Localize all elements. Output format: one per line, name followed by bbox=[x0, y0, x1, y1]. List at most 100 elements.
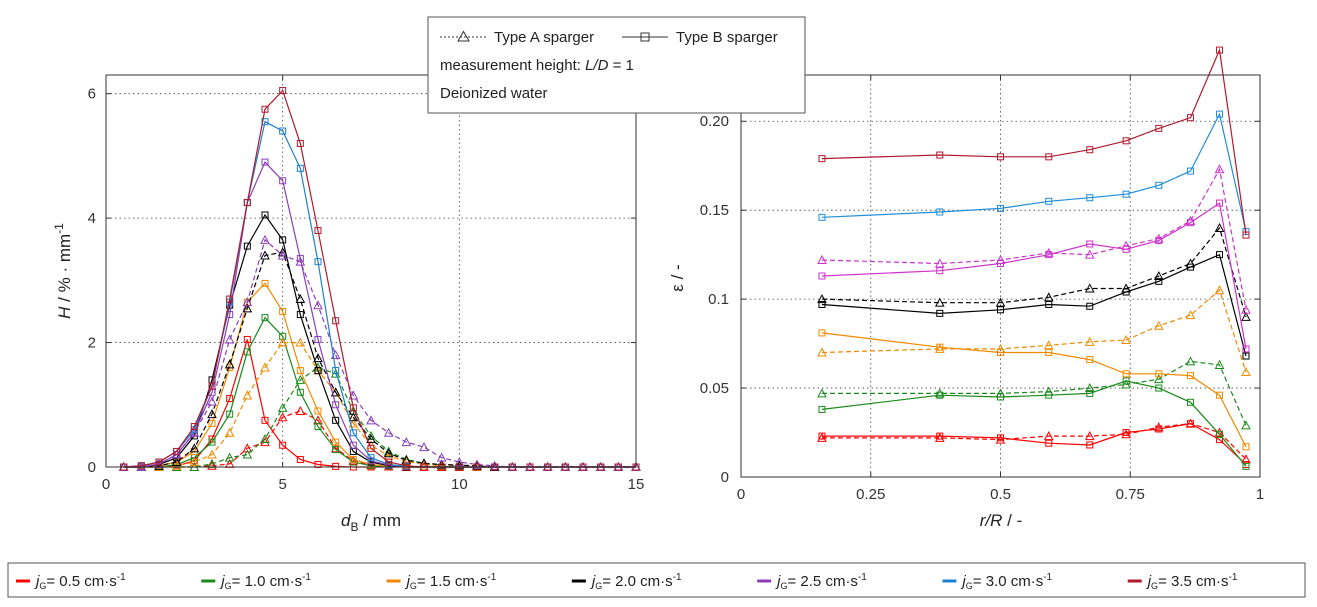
data-point bbox=[995, 343, 1006, 353]
data-point bbox=[224, 427, 235, 437]
data-point bbox=[1121, 334, 1131, 345]
right-chart-gas-holdup: 0 0.25 0.5 0.75 1 0 0.05 0.1 0.15 0.20 r/R / - ε / … bbox=[668, 46, 1264, 530]
data-point bbox=[385, 458, 393, 466]
data-point bbox=[279, 87, 287, 95]
data-point bbox=[226, 395, 234, 403]
data-point bbox=[1086, 240, 1094, 248]
data-point bbox=[436, 452, 447, 462]
y-tick-label: 0 bbox=[721, 469, 729, 486]
data-point bbox=[332, 462, 340, 470]
data-point bbox=[313, 365, 323, 375]
data-point bbox=[436, 460, 447, 470]
data-point bbox=[296, 164, 304, 172]
data-point bbox=[279, 127, 287, 135]
data-point bbox=[242, 303, 253, 313]
data-point bbox=[190, 423, 198, 431]
data-point bbox=[296, 311, 304, 319]
data-point bbox=[279, 236, 287, 244]
data-point bbox=[1155, 277, 1163, 285]
data-point bbox=[1084, 431, 1095, 441]
data-point bbox=[1216, 391, 1224, 399]
data-point bbox=[818, 405, 826, 413]
legend-height-prefix: measurement height: bbox=[440, 57, 585, 74]
legend-item-jg-0: jG= 0.5 cm·s-1 bbox=[16, 572, 126, 591]
legend-item-label: jG= 1.5 cm·s-1 bbox=[405, 572, 497, 591]
data-point bbox=[137, 462, 145, 470]
data-point bbox=[295, 256, 306, 266]
legend-type-b-label: Type B sparger bbox=[676, 29, 778, 46]
data-point bbox=[1241, 420, 1251, 430]
data-point bbox=[207, 409, 217, 419]
data-point bbox=[1121, 429, 1131, 439]
data-point bbox=[314, 407, 322, 415]
legend-bottom-box bbox=[7, 562, 1306, 598]
data-point bbox=[261, 158, 269, 166]
data-point bbox=[1122, 190, 1130, 198]
data-point bbox=[296, 388, 304, 396]
data-point bbox=[1043, 386, 1054, 396]
data-point bbox=[1153, 422, 1164, 432]
data-point bbox=[1043, 292, 1054, 302]
data-point bbox=[332, 367, 340, 375]
data-point bbox=[936, 208, 944, 216]
data-point bbox=[277, 412, 288, 422]
data-point bbox=[934, 388, 945, 398]
data-point bbox=[242, 390, 253, 400]
data-point bbox=[1043, 247, 1054, 257]
y-tick-label: 6 bbox=[88, 86, 96, 103]
data-point bbox=[332, 416, 340, 424]
data-point bbox=[1242, 443, 1250, 451]
data-point bbox=[489, 460, 500, 470]
data-point bbox=[279, 307, 287, 315]
y-tick-label: 0.15 bbox=[700, 202, 729, 219]
data-point bbox=[817, 254, 827, 264]
data-point bbox=[243, 199, 251, 207]
data-point bbox=[1214, 222, 1225, 232]
series-line bbox=[821, 202, 1247, 350]
data-point bbox=[817, 432, 827, 442]
legend-top-box bbox=[427, 16, 806, 114]
data-point bbox=[995, 434, 1006, 444]
data-point bbox=[995, 297, 1006, 307]
data-point bbox=[277, 402, 288, 412]
x-tick-label: 0 bbox=[102, 476, 110, 493]
legend-height-value: = 1 bbox=[608, 57, 633, 74]
data-point bbox=[279, 177, 287, 185]
data-point bbox=[296, 139, 304, 147]
data-point bbox=[1121, 240, 1131, 250]
data-point bbox=[1242, 462, 1250, 470]
right-y-axis-label: ε / - bbox=[668, 264, 687, 291]
data-point bbox=[243, 348, 251, 356]
data-point bbox=[367, 454, 375, 462]
data-point bbox=[173, 447, 181, 455]
data-point bbox=[226, 295, 234, 303]
data-point bbox=[1216, 436, 1224, 444]
data-point bbox=[934, 297, 945, 307]
data-point bbox=[472, 460, 482, 470]
data-point bbox=[314, 367, 322, 375]
data-point bbox=[155, 458, 163, 466]
data-point bbox=[1216, 46, 1224, 54]
data-point bbox=[348, 418, 359, 428]
y-tick-label: 0.05 bbox=[700, 380, 729, 397]
legend-height-text: measurement height: L/D = 1 bbox=[440, 57, 634, 74]
data-point bbox=[224, 452, 235, 462]
data-point bbox=[817, 347, 827, 357]
data-point bbox=[1153, 270, 1164, 280]
data-point bbox=[1186, 167, 1194, 175]
legend-item-label: jG= 3.5 cm·s-1 bbox=[1146, 572, 1238, 591]
data-point bbox=[207, 449, 217, 459]
data-point bbox=[1084, 382, 1095, 393]
left-x-axis-label: dB / mm bbox=[341, 511, 401, 534]
series-line bbox=[821, 289, 1247, 373]
data-point bbox=[1185, 310, 1196, 320]
data-point bbox=[277, 337, 288, 347]
data-point bbox=[208, 438, 216, 446]
data-point bbox=[207, 396, 217, 406]
data-point bbox=[261, 416, 269, 424]
data-point bbox=[261, 279, 269, 287]
data-point bbox=[332, 446, 340, 454]
data-point bbox=[314, 335, 322, 343]
data-point bbox=[1086, 356, 1094, 364]
